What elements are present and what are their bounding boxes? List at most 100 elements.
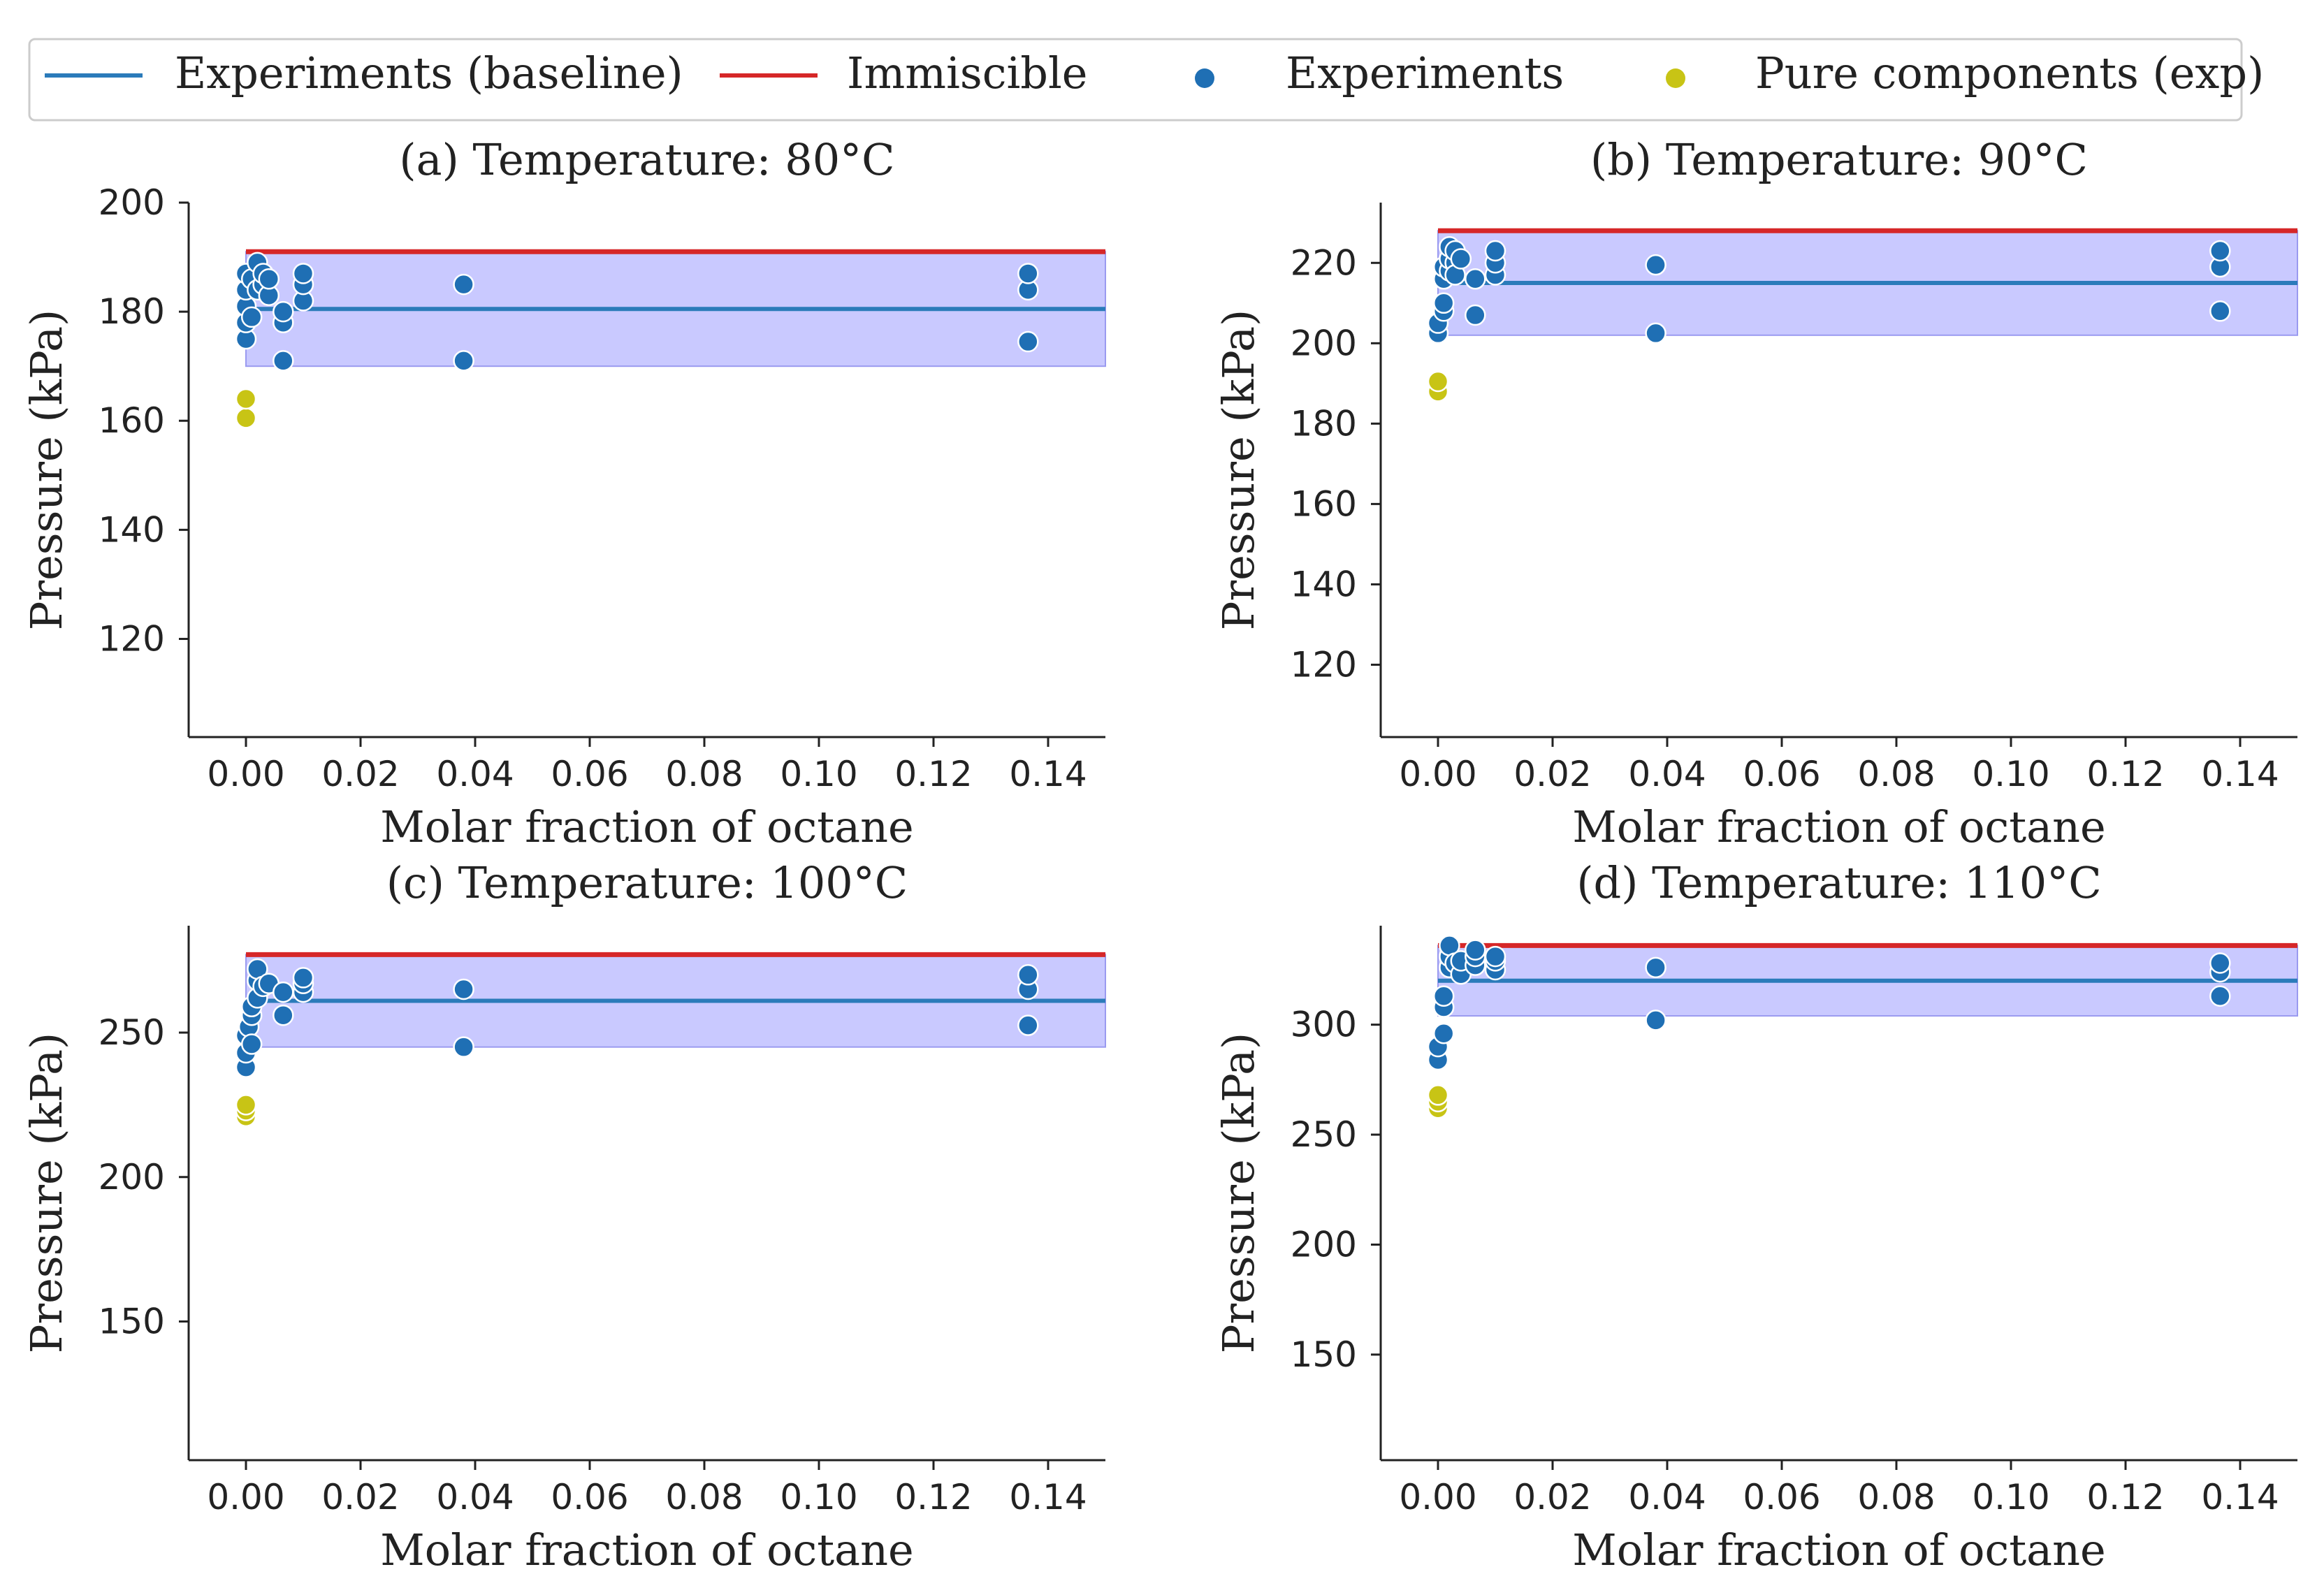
experiment-point	[1017, 1014, 1039, 1036]
y-tick-label: 150	[99, 1302, 165, 1342]
experiment-point	[1432, 985, 1455, 1007]
experiment-point	[1645, 1010, 1666, 1031]
x-tick-label: 0.08	[1857, 1477, 1935, 1517]
experiment-point	[240, 306, 263, 328]
legend-marker-experiments	[1195, 68, 1214, 88]
pure-component-point	[235, 1094, 257, 1116]
pure-component-point	[235, 407, 257, 429]
panel-d-110c: 0.00 0.02 0.04 0.06 0.08 0.10 0.12 0.14 150 200 25…	[1213, 857, 2298, 1575]
legend-label-experiments: Experiments	[1286, 48, 1564, 99]
pure-component-point	[235, 388, 257, 410]
y-tick-label: 200	[1291, 1224, 1357, 1265]
experiment-point	[1450, 248, 1472, 270]
panel-title: (d) Temperature: 110°C	[1576, 857, 2101, 908]
experiment-point	[2209, 300, 2231, 322]
y-tick-label: 120	[1291, 644, 1357, 685]
x-tick-label: 0.10	[1972, 754, 2049, 794]
x-axis-label: Molar fraction of octane	[380, 1524, 913, 1575]
y-axis-label: Pressure (kPa)	[21, 1033, 72, 1354]
x-tick-label: 0.04	[1628, 754, 1706, 794]
x-tick-label: 0.10	[1972, 1477, 2049, 1517]
x-tick-label: 0.00	[1399, 1477, 1476, 1517]
x-tick-label: 0.02	[321, 1477, 399, 1517]
y-tick-label: 200	[99, 182, 165, 223]
experiment-point	[453, 273, 474, 296]
experiment-point	[1484, 945, 1506, 968]
experiment-point	[1017, 330, 1039, 353]
y-tick-label: 180	[99, 291, 165, 332]
x-tick-label: 0.04	[436, 754, 514, 794]
legend-marker-pure-components	[1666, 68, 1685, 88]
experiment-point	[240, 1033, 263, 1055]
experiment-point	[1432, 1023, 1455, 1044]
x-tick-label: 0.12	[894, 754, 972, 794]
x-tick-label: 0.06	[1743, 754, 1820, 794]
experiment-point	[1484, 240, 1506, 262]
x-tick-label: 0.00	[207, 754, 284, 794]
y-tick-label: 140	[99, 509, 165, 550]
x-axis-label: Molar fraction of octane	[380, 801, 913, 852]
x-tick-label: 0.08	[665, 1477, 743, 1517]
legend-frame	[28, 38, 2243, 122]
panel-title: (c) Temperature: 100°C	[386, 857, 908, 908]
experiment-point	[453, 350, 474, 372]
y-axis-label: Pressure (kPa)	[21, 309, 72, 631]
x-tick-label: 0.00	[1399, 754, 1476, 794]
experiment-point	[453, 1036, 474, 1058]
experiment-point	[2209, 240, 2231, 262]
legend-label-pure-components: Pure components (exp)	[1755, 48, 2264, 99]
experiment-point	[1645, 956, 1666, 979]
experiment-point	[273, 350, 294, 372]
experiment-point	[1465, 304, 1486, 326]
panel-c-100c: 0.00 0.02 0.04 0.06 0.08 0.10 0.12 0.14 150 200 25…	[21, 857, 1106, 1575]
x-tick-label: 0.10	[780, 1477, 857, 1517]
y-tick-label: 200	[1291, 323, 1357, 363]
experiment-point	[2209, 985, 2231, 1007]
legend-label-immiscible: Immiscible	[847, 48, 1087, 99]
x-tick-label: 0.04	[1628, 1477, 1706, 1517]
y-tick-label: 200	[99, 1157, 165, 1197]
y-tick-label: 140	[1291, 564, 1357, 604]
experiment-point	[1465, 939, 1486, 961]
x-tick-label: 0.06	[1743, 1477, 1820, 1517]
experiment-point	[1465, 268, 1486, 290]
panel-a-80c: 0.00 0.02 0.04 0.06 0.08 0.10 0.12 0.14 120 140 16…	[21, 134, 1106, 852]
legend: Experiments (baseline) Immiscible Experi…	[28, 38, 2264, 122]
x-axis-label: Molar fraction of octane	[1572, 801, 2105, 852]
y-tick-label: 160	[1291, 483, 1357, 524]
x-tick-label: 0.06	[551, 754, 628, 794]
x-tick-label: 0.14	[2201, 1477, 2279, 1517]
experiment-point	[273, 1004, 294, 1026]
y-tick-label: 220	[1291, 242, 1357, 283]
experiment-point	[292, 967, 314, 989]
y-axis-label: Pressure (kPa)	[1213, 309, 1264, 631]
legend-label-baseline: Experiments (baseline)	[175, 48, 683, 99]
experiment-point	[1017, 263, 1039, 284]
x-tick-label: 0.14	[1009, 1477, 1087, 1517]
x-tick-label: 0.14	[1009, 754, 1087, 794]
y-tick-label: 150	[1291, 1334, 1357, 1375]
x-tick-label: 0.12	[2086, 1477, 2164, 1517]
experiment-point	[1432, 292, 1455, 314]
x-tick-label: 0.12	[894, 1477, 972, 1517]
x-tick-label: 0.04	[436, 1477, 514, 1517]
pure-component-point	[1427, 1084, 1449, 1106]
experiment-point	[1017, 964, 1039, 986]
x-tick-label: 0.10	[780, 754, 857, 794]
y-tick-label: 180	[1291, 403, 1357, 444]
experiment-point	[2209, 952, 2231, 974]
y-tick-label: 120	[99, 618, 165, 659]
experiment-point	[273, 981, 294, 1003]
experiment-point	[292, 263, 314, 284]
y-tick-label: 300	[1291, 1005, 1357, 1045]
x-tick-label: 0.08	[1857, 754, 1935, 794]
x-tick-label: 0.02	[1513, 754, 1591, 794]
panel-title: (b) Temperature: 90°C	[1590, 134, 2088, 185]
panel-title: (a) Temperature: 80°C	[399, 134, 894, 185]
x-tick-label: 0.06	[551, 1477, 628, 1517]
pure-component-point	[1427, 370, 1449, 393]
y-tick-label: 250	[1291, 1114, 1357, 1155]
panel-b-90c: 0.00 0.02 0.04 0.06 0.08 0.10 0.12 0.14 120 140 16…	[1213, 134, 2298, 852]
x-tick-label: 0.00	[207, 1477, 284, 1517]
